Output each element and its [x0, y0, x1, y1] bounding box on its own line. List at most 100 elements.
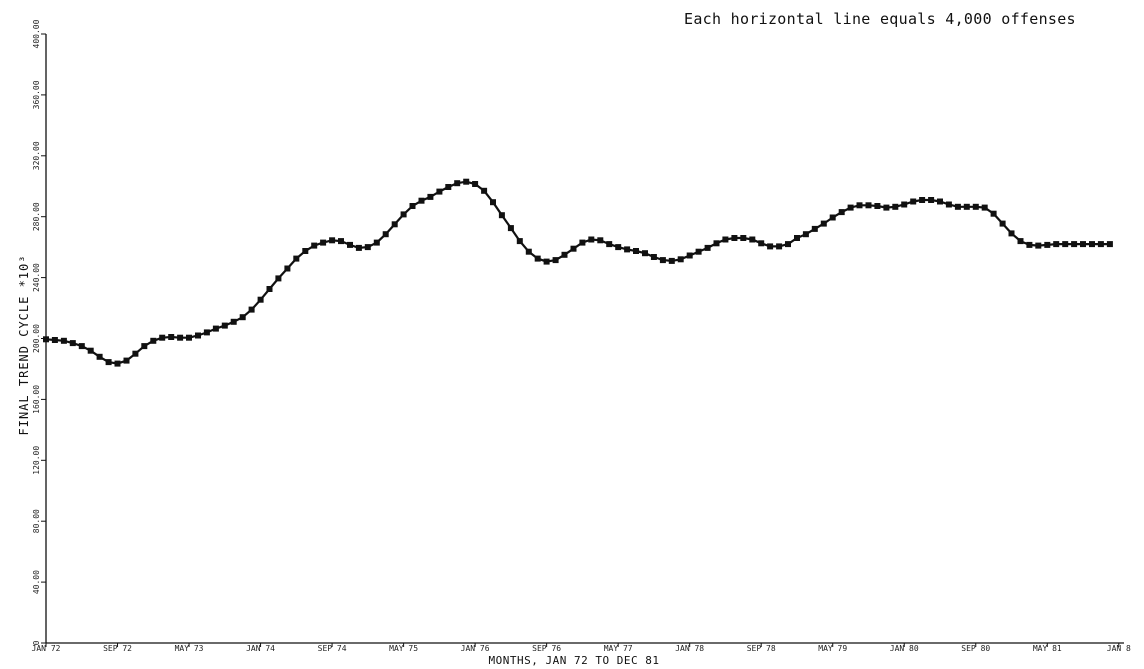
x-tick-label: SEP 78 — [747, 644, 776, 653]
y-axis-label: FINAL TREND CYCLE *10³ — [17, 254, 31, 436]
data-point — [78, 343, 85, 350]
data-point — [266, 286, 273, 292]
data-point — [740, 235, 747, 241]
x-tick-label: SEP 74 — [318, 644, 347, 653]
x-tick-label: SEP 72 — [103, 644, 132, 653]
data-point — [454, 180, 461, 187]
annotation-text: Each horizontal line equals 4,000 offens… — [684, 10, 1076, 28]
data-point — [758, 240, 765, 247]
data-point — [722, 236, 729, 243]
x-tick-label: JAN 76 — [461, 644, 490, 653]
data-point — [105, 359, 112, 366]
data-point — [69, 340, 76, 347]
x-tick-label: JAN 8 — [1107, 644, 1131, 653]
data-point — [391, 221, 398, 228]
data-point — [534, 255, 541, 262]
x-tick-label: JAN 72 — [32, 644, 61, 653]
data-point — [400, 211, 407, 218]
data-point — [659, 257, 666, 264]
data-point — [132, 350, 139, 357]
data-point — [302, 248, 309, 254]
data-point — [615, 244, 622, 251]
data-point — [749, 236, 756, 243]
data-point — [463, 178, 470, 185]
data-point — [347, 241, 353, 248]
data-point — [507, 225, 514, 232]
data-point — [1053, 241, 1060, 248]
data-point — [981, 204, 988, 211]
data-point — [320, 239, 327, 246]
data-point — [472, 181, 479, 187]
data-point — [570, 245, 577, 252]
data-point — [695, 248, 702, 255]
data-point — [87, 347, 94, 354]
data-point — [650, 254, 657, 260]
data-point — [150, 337, 157, 344]
data-point — [668, 257, 675, 264]
x-tick-label: MAY 81 — [1033, 644, 1062, 653]
x-tick-label: MAY 75 — [389, 644, 418, 653]
data-point — [490, 199, 496, 206]
data-point — [1026, 241, 1033, 248]
y-tick-label: 120.00 — [32, 446, 41, 475]
data-point — [248, 306, 255, 313]
data-point — [910, 198, 917, 205]
data-point — [856, 202, 863, 209]
data-point — [257, 296, 264, 303]
data-point — [624, 246, 631, 253]
data-point — [999, 220, 1006, 227]
data-point — [239, 314, 246, 321]
data-point — [597, 237, 604, 244]
data-point — [829, 214, 836, 221]
data-point — [355, 244, 362, 251]
data-point — [802, 231, 809, 238]
y-tick-label: 360.00 — [32, 80, 41, 109]
data-point — [543, 258, 550, 265]
data-point — [1044, 241, 1051, 248]
data-point — [776, 243, 783, 250]
data-point — [794, 235, 800, 241]
data-point — [195, 332, 201, 339]
data-point — [561, 251, 568, 258]
y-axis-ticks: 0 40.00 80.00 120.00 160.00 200.00 240.00 280.0… — [32, 19, 46, 645]
data-point — [633, 248, 639, 254]
data-point — [606, 241, 613, 248]
data-point — [713, 240, 720, 247]
x-tick-label: SEP 80 — [961, 644, 990, 653]
data-point — [177, 334, 184, 341]
data-point — [373, 239, 380, 246]
data-point — [123, 357, 130, 364]
y-tick-label: 0 — [32, 640, 41, 645]
x-tick-label: JAN 74 — [246, 644, 275, 653]
data-point — [704, 244, 711, 251]
data-point — [293, 255, 300, 262]
x-axis-ticks: JAN 72 SEP 72 MAY 73 JAN 74 SEP 74 MAY 75 JAN … — [32, 643, 1131, 653]
data-point — [338, 238, 344, 245]
data-point — [1008, 230, 1015, 237]
data-point — [445, 184, 452, 190]
x-tick-label: JAN 80 — [890, 644, 919, 653]
data-point — [51, 337, 58, 343]
data-point — [785, 241, 791, 248]
data-point — [954, 203, 961, 210]
data-point — [159, 334, 166, 341]
data-point — [1035, 242, 1042, 249]
y-tick-label: 200.00 — [32, 324, 41, 353]
x-axis-label: MONTHS, JAN 72 TO DEC 81 — [488, 654, 660, 667]
data-point — [418, 197, 425, 204]
data-point — [409, 203, 416, 209]
data-point — [731, 235, 738, 241]
data-point — [525, 248, 532, 255]
y-tick-label: 40.00 — [32, 570, 41, 594]
data-point — [1062, 241, 1069, 248]
data-point — [990, 210, 997, 217]
data-point — [972, 203, 979, 210]
data-point — [1071, 241, 1078, 248]
y-tick-label: 280.00 — [32, 202, 41, 231]
data-point — [1097, 241, 1104, 248]
data-point — [865, 202, 872, 209]
data-point — [212, 325, 219, 332]
data-point — [481, 187, 488, 194]
data-point — [221, 322, 228, 329]
